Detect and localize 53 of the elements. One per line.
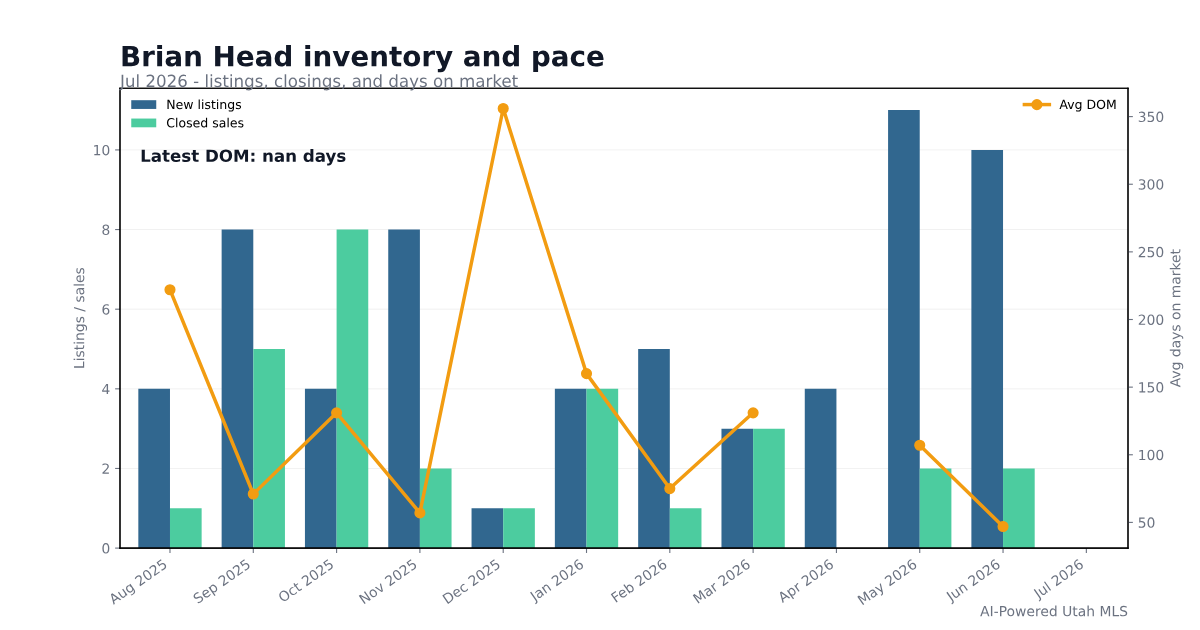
point — [580, 368, 593, 380]
bar — [169, 508, 202, 549]
y2-tick-label: 250 — [1138, 246, 1164, 258]
annotation: Latest DOM: nan days — [141, 149, 346, 166]
y-tick-label: 0 — [102, 543, 110, 554]
point — [247, 488, 259, 500]
chart-title: Brian Head inventory and pace — [122, 45, 604, 73]
bar — [586, 388, 619, 549]
y-tick-label: 10 — [94, 144, 110, 156]
bar — [253, 349, 285, 549]
bar — [919, 468, 952, 549]
point — [331, 407, 343, 419]
chart-subtitle: Jul 2026 - listings, closings, and days on market — [119, 74, 518, 91]
y2-tick-label: 150 — [1139, 382, 1164, 393]
y-tick-label: 6 — [102, 304, 110, 315]
point — [497, 102, 509, 115]
bar — [971, 149, 1004, 549]
y2-tick-label: 350 — [1138, 111, 1164, 123]
bar — [554, 388, 587, 549]
bar — [304, 388, 337, 549]
bar — [419, 468, 452, 549]
bar — [638, 349, 670, 549]
bar — [753, 428, 785, 549]
legend-label: Avg DOM — [1059, 99, 1116, 112]
y2-tick-label: 50 — [1138, 517, 1155, 528]
bar — [721, 428, 754, 549]
point — [414, 507, 426, 519]
legend-label: New listings — [167, 99, 242, 112]
bar — [221, 229, 254, 549]
y2-tick-label: 200 — [1138, 314, 1164, 325]
y2-tick-label: 100 — [1139, 449, 1164, 461]
point — [164, 284, 176, 296]
legend-label: Closed sales — [166, 117, 244, 128]
point — [747, 407, 759, 419]
text: AI-Powered Utah MLS — [980, 605, 1128, 617]
bar — [471, 508, 504, 549]
bar — [804, 388, 837, 549]
bar — [1003, 468, 1035, 549]
bar — [138, 388, 170, 549]
y-axis-title: Listings / sales — [73, 267, 88, 368]
bar — [888, 110, 920, 549]
bar — [669, 508, 702, 549]
y-tick-label: 2 — [102, 463, 109, 474]
bar — [503, 508, 535, 549]
point — [914, 439, 926, 451]
y2-tick-label: 300 — [1138, 179, 1164, 190]
y-tick-label: 4 — [102, 383, 110, 395]
bar — [388, 229, 420, 549]
bar — [336, 229, 369, 549]
point — [664, 483, 676, 495]
y2-axis-title: Avg days on market — [1169, 249, 1184, 388]
point — [997, 520, 1009, 533]
y-tick-label: 8 — [102, 224, 110, 236]
